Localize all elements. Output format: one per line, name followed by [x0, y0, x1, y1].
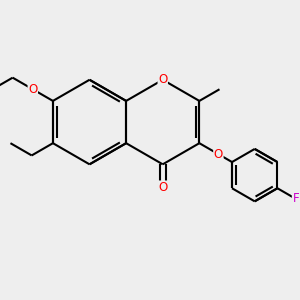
Text: O: O [158, 73, 167, 86]
Text: O: O [214, 148, 223, 161]
Text: O: O [158, 181, 167, 194]
Text: F: F [292, 192, 299, 205]
Text: O: O [28, 83, 38, 96]
